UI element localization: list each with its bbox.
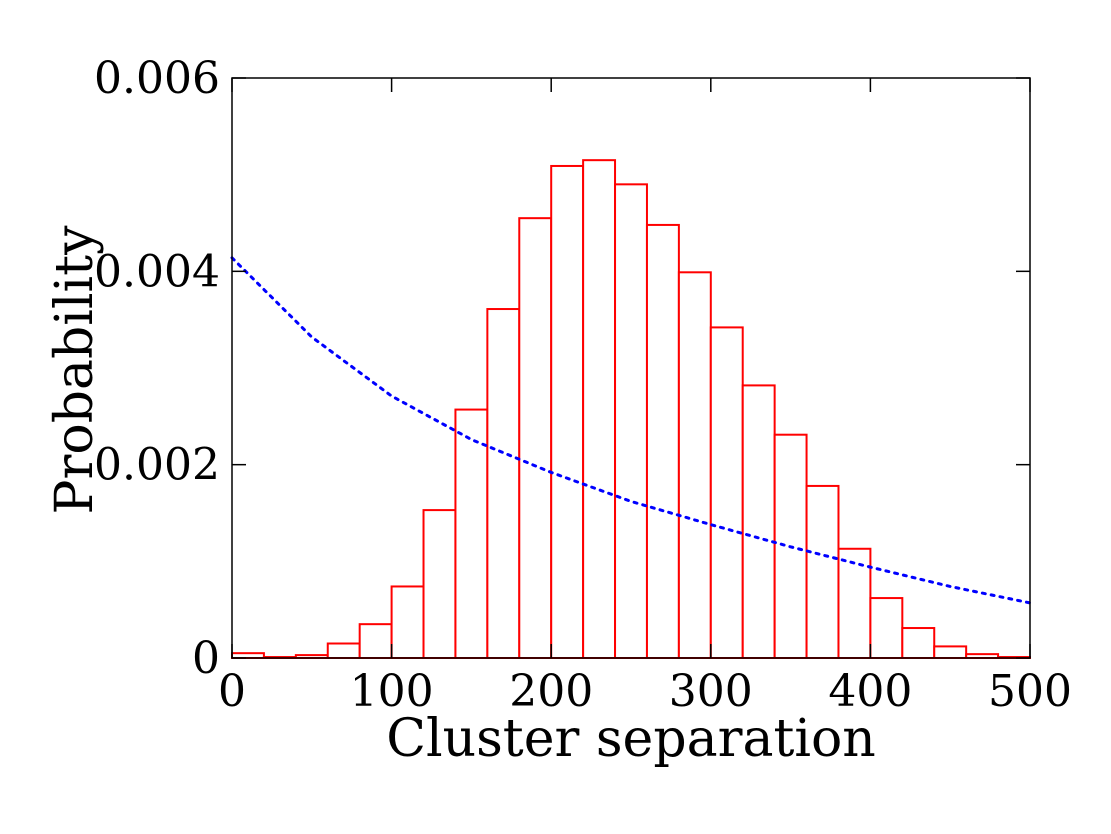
y-tick-label: 0.004 — [94, 246, 220, 297]
y-tick-label: 0 — [192, 633, 220, 684]
histogram-bar — [326, 642, 361, 659]
histogram-bar — [486, 308, 521, 659]
histogram-bars — [231, 159, 1032, 660]
y-tick-label: 0.002 — [94, 440, 220, 491]
x-tick-label: 200 — [509, 666, 593, 717]
histogram-bar — [390, 585, 425, 660]
histogram-bar — [518, 217, 553, 660]
plot-frame — [231, 77, 1031, 659]
x-tick-label: 0 — [218, 666, 246, 717]
x-axis-label: Cluster separation — [386, 709, 876, 769]
histogram-bar — [901, 627, 936, 659]
axis-ticks — [231, 77, 1031, 659]
histogram-bar — [709, 326, 744, 659]
histogram-bar — [645, 223, 680, 660]
y-tick-label: 0.006 — [94, 53, 220, 104]
axis-tick-labels: 0 100 200 300 400 500 0 0.002 0.004 0.006 — [94, 53, 1072, 717]
histogram-bar — [422, 509, 457, 659]
histogram-bar — [358, 623, 393, 660]
histogram-bar — [582, 159, 617, 660]
histogram-bar — [677, 271, 712, 659]
histogram-bar — [805, 484, 840, 659]
histogram-bar — [454, 408, 489, 660]
model-curve — [230, 256, 1032, 605]
histogram-bar — [550, 164, 585, 659]
x-tick-label: 500 — [988, 666, 1072, 717]
y-axis-label: Probability — [45, 225, 105, 515]
x-tick-label: 300 — [669, 666, 753, 717]
x-tick-label: 400 — [828, 666, 912, 717]
histogram-bar — [933, 645, 968, 660]
histogram-bar — [869, 597, 904, 659]
histogram-bar — [837, 547, 872, 659]
histogram-bar — [614, 183, 648, 659]
histogram-bar — [741, 384, 776, 659]
x-tick-label: 100 — [350, 666, 434, 717]
